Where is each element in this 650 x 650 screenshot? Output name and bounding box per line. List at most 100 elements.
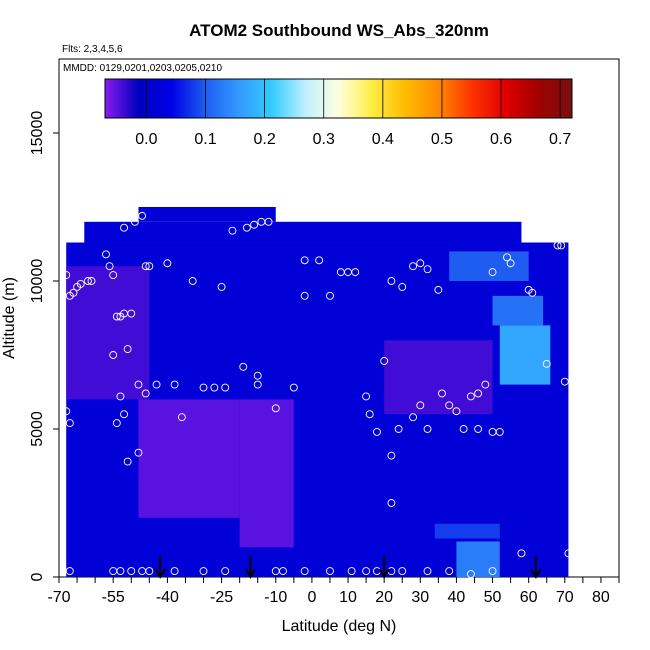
data-point-74 [62, 407, 71, 416]
data-point-64 [481, 380, 490, 389]
data-point-48 [362, 392, 371, 401]
data-point-81 [326, 291, 334, 300]
data-point-22 [242, 223, 251, 232]
x-tick-label-9: 40 [448, 589, 466, 606]
colorbar-tick-label-5: 0.5 [431, 131, 453, 148]
data-point-21 [228, 226, 237, 235]
x-tick-label-11: 60 [520, 589, 538, 606]
data-point-78 [123, 457, 132, 466]
data-point-70 [553, 241, 562, 250]
data-point-18 [120, 223, 128, 232]
x-tick-label-7: 20 [375, 589, 393, 606]
x-tick-label-8: 30 [411, 589, 429, 606]
heatmap-cell-6 [384, 340, 493, 415]
x-tick-label-3: -25 [210, 589, 233, 606]
data-point-23 [250, 220, 259, 229]
data-point-37 [221, 383, 230, 392]
data-point-80 [300, 291, 309, 300]
heatmap [66, 207, 569, 577]
heatmap-cell-10 [456, 541, 500, 577]
data-point-19 [130, 217, 139, 226]
y-tick-label-1: 5000 [29, 411, 46, 447]
data-point-65 [488, 268, 497, 277]
data-point-72 [560, 377, 569, 386]
data-point-105 [347, 567, 356, 576]
data-point-83 [387, 499, 396, 507]
data-point-76 [109, 351, 118, 359]
data-point-60 [452, 407, 461, 416]
arrow-1 [244, 556, 257, 579]
x-tick-label-6: 10 [339, 589, 357, 606]
data-point-98 [170, 567, 179, 576]
x-tick-label-1: -55 [102, 589, 125, 606]
data-point-109 [398, 567, 407, 576]
data-point-75 [65, 419, 74, 428]
data-point-71 [557, 241, 566, 250]
colorbar-tick-label-7: 0.7 [549, 131, 571, 148]
data-point-13 [141, 262, 150, 271]
data-point-7 [105, 262, 114, 271]
data-point-79 [134, 448, 143, 457]
colorbar-gradient [104, 78, 573, 119]
data-point-100 [221, 567, 230, 576]
data-point-14 [145, 262, 154, 271]
data-point-114 [517, 549, 526, 558]
data-point-47 [351, 268, 360, 277]
data-point-88 [474, 425, 483, 433]
data-point-15 [163, 259, 172, 268]
data-point-35 [199, 383, 208, 392]
heatmap-cell-1 [84, 221, 522, 243]
x-tick-label-2: -40 [156, 589, 179, 606]
heatmap-cell-7 [499, 325, 551, 385]
data-point-16 [188, 277, 197, 285]
flights-label: Flts: 2,3,4,5,6 [62, 44, 123, 55]
data-point-41 [271, 404, 280, 413]
data-point-59 [445, 401, 454, 410]
data-point-9 [112, 312, 121, 321]
y-tick-label-0: 0 [29, 572, 46, 581]
data-point-58 [438, 389, 446, 398]
data-point-84 [394, 425, 403, 433]
data-point-36 [210, 383, 219, 392]
data-point-106 [362, 567, 371, 576]
arrow-0 [154, 556, 167, 579]
data-point-63 [474, 389, 483, 398]
data-point-95 [127, 567, 136, 576]
data-point-31 [120, 410, 128, 419]
heatmap-cell-9 [449, 251, 529, 281]
x-tick-label-10: 50 [484, 589, 502, 606]
data-point-30 [112, 419, 121, 428]
colorbar: 0.0 0.1 0.2 0.3 0.4 0.5 0.6 0.7 [104, 78, 573, 148]
data-point-61 [459, 425, 468, 433]
data-point-56 [423, 265, 432, 274]
data-point-8 [109, 271, 118, 280]
data-point-33 [170, 380, 179, 389]
data-point-27 [123, 345, 132, 354]
data-point-32 [152, 380, 161, 389]
data-point-54 [409, 262, 418, 271]
x-axis-label: Latitude (deg N) [282, 618, 397, 635]
data-point-111 [445, 567, 454, 576]
x-tick-label-0: -70 [47, 589, 70, 606]
data-point-39 [253, 371, 262, 380]
data-point-112 [466, 570, 475, 578]
heatmap-cell-8 [492, 295, 544, 326]
data-point-26 [102, 250, 110, 259]
data-point-34 [177, 413, 186, 422]
data-point-4 [76, 280, 85, 288]
colorbar-tick-label-6: 0.6 [490, 131, 512, 148]
data-point-99 [199, 567, 208, 576]
data-point-17 [217, 282, 226, 291]
y-axis-label: Altitude (m) [1, 277, 18, 359]
data-point-5 [83, 277, 92, 285]
colorbar-tick-label-2: 0.2 [253, 131, 275, 148]
data-point-42 [289, 383, 298, 392]
y-tick-label-3: 15000 [29, 111, 46, 156]
data-point-43 [300, 256, 309, 265]
data-point-57 [434, 285, 443, 294]
colorbar-tick-label-3: 0.3 [313, 131, 335, 148]
data-point-6 [87, 277, 96, 285]
dates-label: MMDD: 0129,0201,0203,0205,0210 [63, 63, 222, 74]
data-point-91 [503, 253, 511, 262]
